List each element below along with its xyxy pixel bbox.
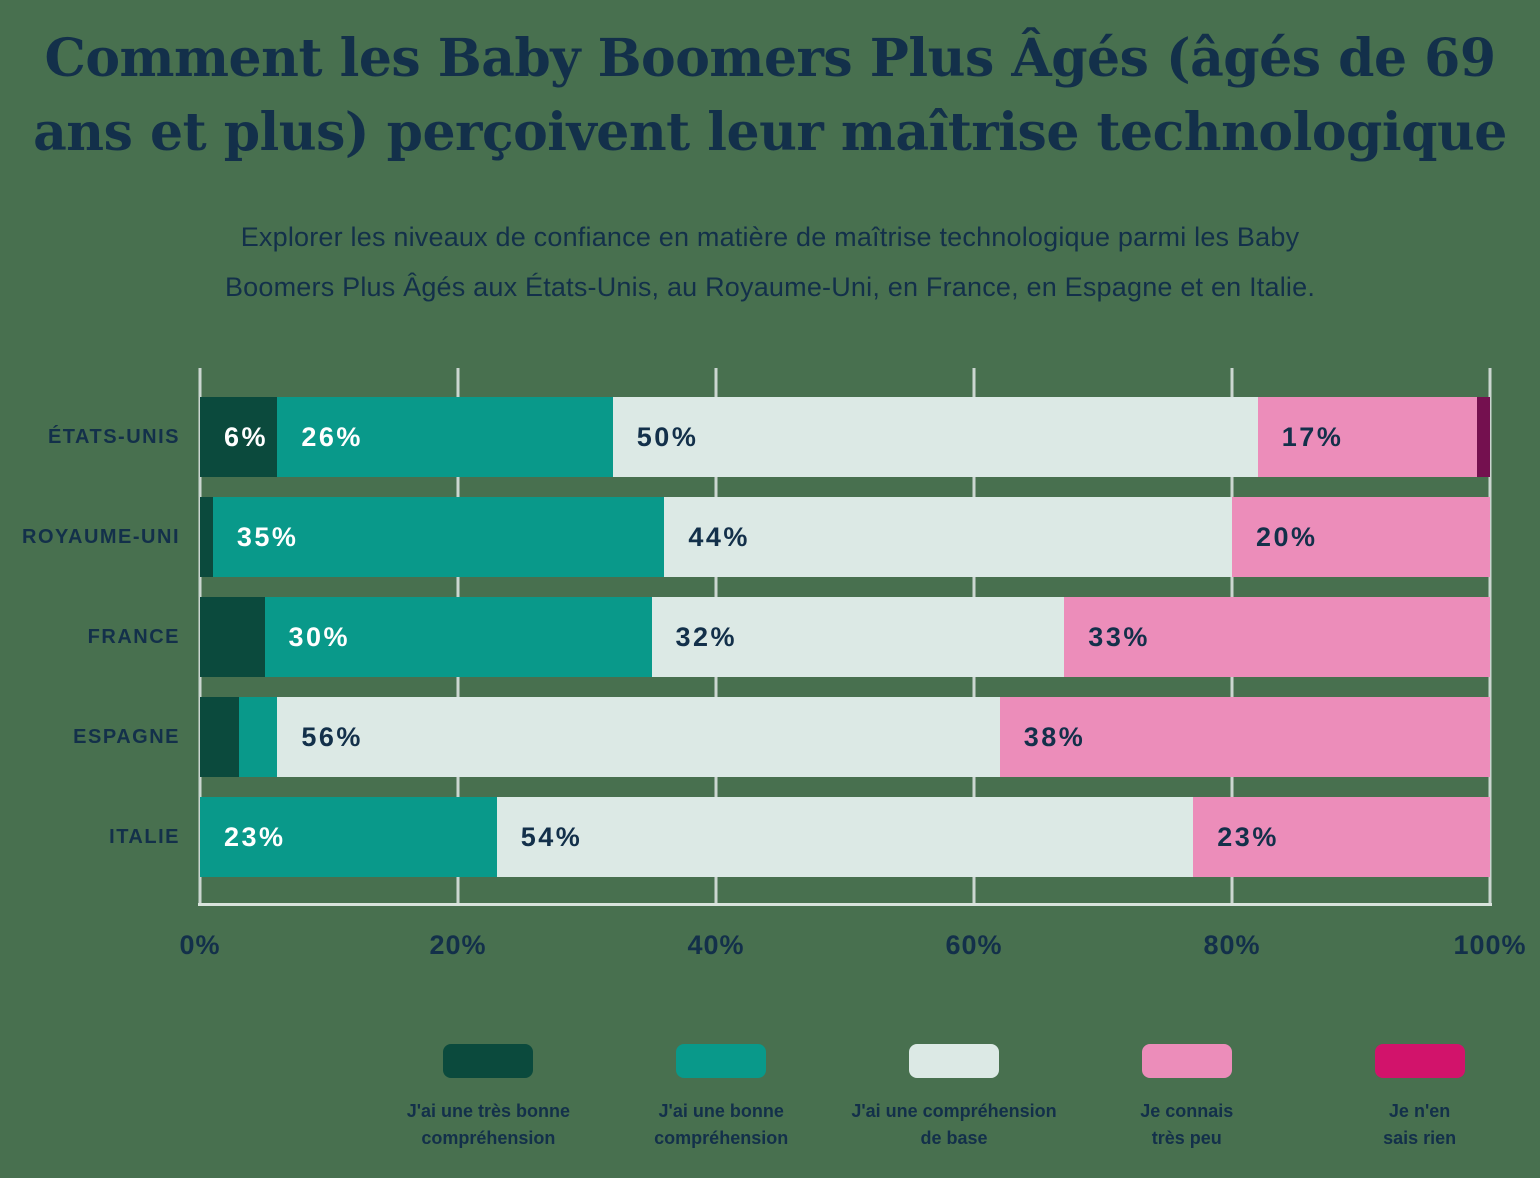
gridline [1488,368,1492,905]
legend: J'ai une très bonne compréhension J'ai une… [372,1044,1536,1152]
category-label: FRANCE [87,625,180,648]
bar-segment: 38% [999,697,1490,777]
bar-value-label: 32% [675,621,738,652]
page-title-line1: Comment les Baby Boomers Plus Âgés (âgés… [44,28,1496,89]
bar-value-label: 44% [688,521,750,552]
x-tick-label: 80% [1203,930,1261,960]
page-subtitle-line2: Boomers Plus Âgés aux États-Unis, au Roy… [224,271,1316,302]
page-subtitle: Explorer les niveaux de confiance en mat… [0,213,1540,313]
plot-area: 0% 20% 40% 60% 80% 100% ÉTATS-UNIS 6% 26% 50% 17% R… [22,368,1526,960]
category-label: ESPAGNE [73,725,180,748]
bar-value-label: 6% [224,421,269,452]
category-label: ÉTATS-UNIS [47,425,180,448]
legend-label: J'ai une compréhension de base [851,1101,1057,1148]
x-tick-label: 100% [1453,930,1527,960]
legend-swatch [443,1044,534,1078]
bar-row: 30% 32% 33% [200,597,1490,677]
bar-row: 56% 38% [200,697,1490,777]
category-label: ROYAUME-UNI [22,525,180,548]
legend-swatch [1141,1044,1232,1078]
bar-value-label: 23% [224,821,286,852]
bar-segment: 50% [612,397,1258,477]
bar-segment: 33% [1064,597,1490,677]
legend-label: Je n'en sais rien [1383,1101,1457,1148]
bar-value-label: 38% [1023,721,1086,752]
bar-segment [1477,397,1490,477]
bar-segment [200,697,239,777]
x-axis-line [198,903,1492,906]
page-subtitle-line1: Explorer les niveaux de confiance en mat… [240,222,1300,252]
bar-value-label: 35% [236,521,299,552]
legend-label: J'ai une bonne compréhension [654,1101,789,1148]
bar-value-label: 20% [1255,521,1318,552]
legend-item: J'ai une très bonne compréhension [372,1044,605,1152]
bar-value-label: 56% [301,721,363,752]
bar-segment: 54% [496,797,1194,877]
bar-value-label: 54% [520,821,583,852]
bar-row: 23% 54% 23% [200,797,1490,877]
legend-item: J'ai une compréhension de base [838,1044,1071,1152]
bar-segment: 23% [200,797,497,877]
bar-segment: 56% [277,697,1000,777]
bar-segment [200,597,265,677]
bar-row: 35% 44% 20% [200,497,1490,577]
legend-item: J'ai une bonne compréhension [605,1044,838,1152]
x-tick-label: 40% [687,930,745,960]
legend-item: Je connais très peu [1070,1044,1303,1152]
legend-label: J'ai une très bonne compréhension [406,1101,571,1148]
bar-segment: 20% [1231,497,1490,577]
bar-segment: 26% [277,397,613,477]
x-tick-label: 0% [179,930,221,960]
bar-segment: 17% [1257,397,1478,477]
legend-swatch [1374,1044,1465,1078]
bar-value-label: 26% [301,421,363,452]
page-title-line2: ans et plus) perçoivent leur maîtrise te… [33,101,1507,163]
bar-value-label: 17% [1281,421,1344,452]
bar-value-label: 23% [1217,821,1279,852]
bar-segment: 32% [651,597,1065,677]
category-label: ITALIE [109,825,180,848]
x-tick-label: 20% [429,930,487,960]
bar-segment: 44% [664,497,1232,577]
x-tick-label: 60% [945,930,1003,960]
bar-segment: 6% [200,397,278,477]
bar-segment [200,497,213,577]
bar-value-label: 50% [636,421,699,452]
bar-value-label: 33% [1088,621,1150,652]
bar-segment: 35% [212,497,665,577]
legend-swatch [908,1044,999,1078]
bar-segment: 30% [264,597,652,677]
legend-swatch [676,1044,767,1078]
bar-segment: 23% [1193,797,1490,877]
bar-row: 6% 26% 50% 17% [200,397,1490,477]
legend-item: Je n'en sais rien [1303,1044,1536,1152]
page-title: Comment les Baby Boomers Plus Âgés (âgés… [0,22,1540,170]
bar-segment [238,697,278,777]
bar-value-label: 30% [288,621,351,652]
legend-label: Je connais très peu [1140,1101,1234,1148]
